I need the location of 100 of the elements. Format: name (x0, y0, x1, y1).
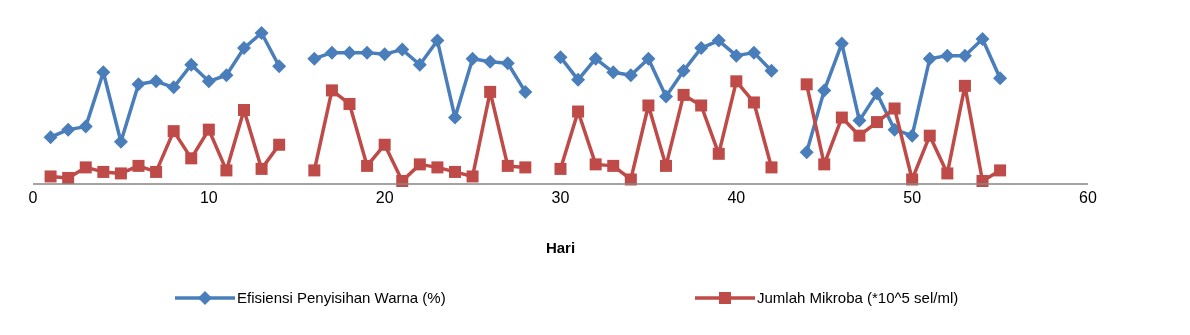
point (764, 63, 779, 78)
point (817, 83, 832, 98)
point (483, 54, 498, 69)
point (922, 51, 937, 66)
point (255, 162, 268, 175)
point (623, 68, 638, 83)
point (853, 129, 866, 142)
point (799, 145, 814, 160)
point (378, 138, 391, 151)
point (958, 79, 971, 92)
point (501, 159, 514, 172)
point (712, 147, 725, 160)
point (272, 59, 287, 74)
point (871, 116, 883, 129)
x-tick-label: 10 (199, 189, 218, 206)
point (905, 128, 920, 143)
legend-label: Jumlah Mikroba (*10^5 sel/ml) (757, 289, 959, 306)
point (852, 113, 867, 128)
point (413, 158, 426, 171)
point (676, 63, 691, 78)
point (449, 165, 461, 178)
point (818, 158, 831, 171)
point (642, 99, 655, 112)
point (431, 161, 444, 174)
point (43, 130, 58, 145)
x-axis-title: Hari (545, 239, 576, 256)
point (44, 170, 57, 183)
x-tick-label: 50 (903, 189, 922, 206)
point (588, 51, 603, 66)
point (325, 84, 338, 97)
point (166, 80, 181, 95)
legend-label: Efisiensi Penyisihan Warna (%) (237, 289, 446, 306)
point (518, 84, 533, 99)
point (238, 104, 250, 117)
point (975, 32, 990, 47)
x-tick-label: 60 (1079, 189, 1097, 206)
point (185, 152, 198, 165)
point (554, 162, 567, 175)
point (114, 167, 127, 180)
point (641, 51, 656, 66)
point (746, 45, 761, 60)
point (994, 164, 1007, 177)
point (659, 89, 673, 104)
point (553, 50, 568, 65)
x-tick-label: 20 (375, 189, 394, 206)
point (61, 122, 76, 137)
point (184, 57, 199, 72)
point (835, 111, 848, 124)
point (940, 48, 955, 63)
point (519, 161, 532, 174)
point (202, 123, 215, 136)
point (765, 161, 778, 174)
point (694, 41, 709, 56)
point (132, 159, 145, 172)
point (500, 56, 515, 71)
point (747, 96, 760, 109)
point (957, 48, 972, 63)
point (430, 33, 445, 48)
point (254, 26, 269, 40)
point (834, 36, 849, 51)
point (360, 45, 375, 60)
point (412, 57, 427, 72)
point (800, 78, 813, 91)
point (484, 85, 497, 98)
point (888, 102, 901, 115)
point (149, 74, 164, 89)
point (62, 171, 75, 184)
point (273, 138, 286, 151)
point (572, 105, 585, 118)
point (465, 51, 480, 66)
point (377, 47, 392, 62)
point (220, 164, 233, 177)
point (606, 65, 621, 80)
point (730, 75, 743, 88)
point (78, 119, 93, 134)
point (79, 161, 92, 174)
point (201, 74, 216, 89)
point (167, 125, 180, 138)
point (660, 159, 672, 172)
x-tick-label: 0 (28, 189, 38, 206)
x-tick-label: 40 (727, 189, 746, 206)
point (870, 86, 884, 101)
point (237, 41, 251, 56)
point (361, 159, 374, 172)
point (571, 72, 586, 87)
point (589, 158, 602, 171)
point (993, 71, 1008, 86)
point (342, 45, 357, 60)
point (711, 33, 726, 48)
point (343, 97, 356, 110)
point (677, 88, 690, 101)
point (308, 164, 321, 177)
point (607, 159, 620, 172)
point (941, 167, 954, 180)
point (923, 129, 936, 142)
point (97, 165, 110, 178)
point (395, 42, 410, 57)
point (150, 165, 163, 178)
point (466, 170, 479, 183)
point (307, 51, 322, 66)
